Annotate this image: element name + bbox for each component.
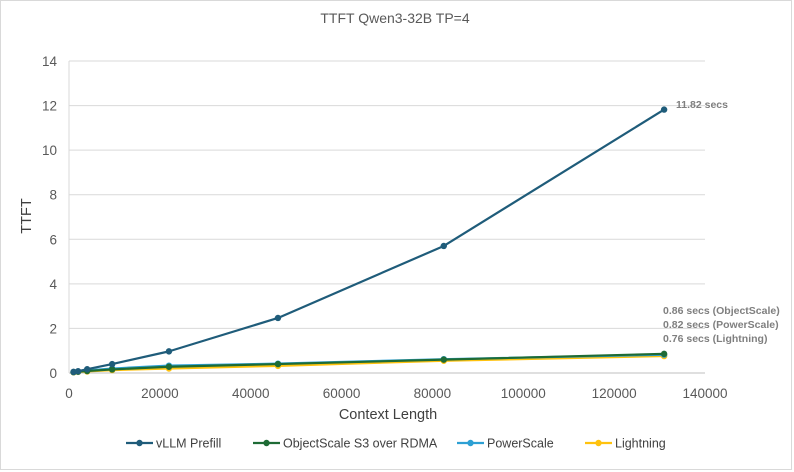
legend-marker-lightning (595, 439, 602, 447)
data-point-vllm-prefill (74, 368, 82, 375)
x-tick-label: 80000 (414, 386, 452, 401)
y-tick-label: 12 (42, 99, 57, 114)
legend-label-objectscale-s3-over-rdma: ObjectScale S3 over RDMA (283, 437, 438, 451)
legend-label-lightning: Lightning (615, 437, 666, 451)
legend-label-powerscale: PowerScale (487, 437, 554, 451)
x-tick-label: 0 (65, 386, 73, 401)
legend-marker-vllm-prefill (136, 439, 143, 447)
y-tick-label: 6 (49, 232, 57, 247)
x-tick-label: 20000 (141, 386, 179, 401)
annotation-objectscale-final: 0.86 secs (ObjectScale) (663, 305, 780, 317)
x-tick-label: 100000 (501, 386, 546, 401)
chart-title: TTFT Qwen3-32B TP=4 (320, 10, 469, 26)
x-tick-label: 40000 (232, 386, 270, 401)
series-line-lightning (73, 354, 665, 374)
y-tick-label: 10 (42, 143, 57, 158)
y-tick-label: 0 (49, 366, 57, 381)
y-tick-label: 2 (49, 321, 57, 336)
legend-label-vllm-prefill: vLLM Prefill (156, 437, 221, 451)
data-point-vllm-prefill (83, 366, 91, 373)
series-lines (70, 106, 668, 376)
data-point-objectscale-s3-over-rdma (660, 350, 668, 358)
data-point-objectscale-s3-over-rdma (440, 356, 447, 363)
data-point-objectscale-s3-over-rdma (274, 360, 282, 368)
x-tick-label: 140000 (682, 386, 727, 401)
data-point-vllm-prefill (108, 360, 116, 368)
series-line-vllm-prefill (73, 108, 665, 373)
data-point-vllm-prefill (440, 242, 447, 250)
legend: vLLM Prefill ObjectScale S3 over RDMA Powe… (126, 437, 666, 451)
annotation-powerscale-final: 0.82 secs (PowerScale) (663, 319, 779, 331)
y-tick-label: 14 (42, 54, 58, 69)
legend-marker-powerscale (467, 439, 474, 447)
gridlines (69, 60, 705, 329)
legend-marker-objectscale-s3-over-rdma (263, 439, 270, 447)
x-tick-label: 60000 (323, 386, 361, 401)
axes: 0 2 4 6 8 10 12 14 0 20000 40000 60000 80000 100000 12… (42, 54, 728, 401)
y-tick-label: 4 (49, 277, 57, 292)
y-tick-label: 8 (49, 188, 57, 203)
data-point-objectscale-s3-over-rdma (108, 366, 116, 373)
y-axis-title: TTFT (19, 198, 35, 234)
annotation-lightning-final: 0.76 secs (Lightning) (663, 333, 767, 345)
data-point-vllm-prefill (165, 348, 173, 355)
data-point-objectscale-s3-over-rdma (165, 363, 173, 370)
data-point-vllm-prefill (660, 106, 668, 113)
x-tick-label: 120000 (592, 386, 637, 401)
x-axis-title: Context Length (339, 407, 437, 423)
data-point-vllm-prefill (274, 314, 282, 322)
annotation-vllm-final: 11.82 secs (676, 99, 728, 111)
